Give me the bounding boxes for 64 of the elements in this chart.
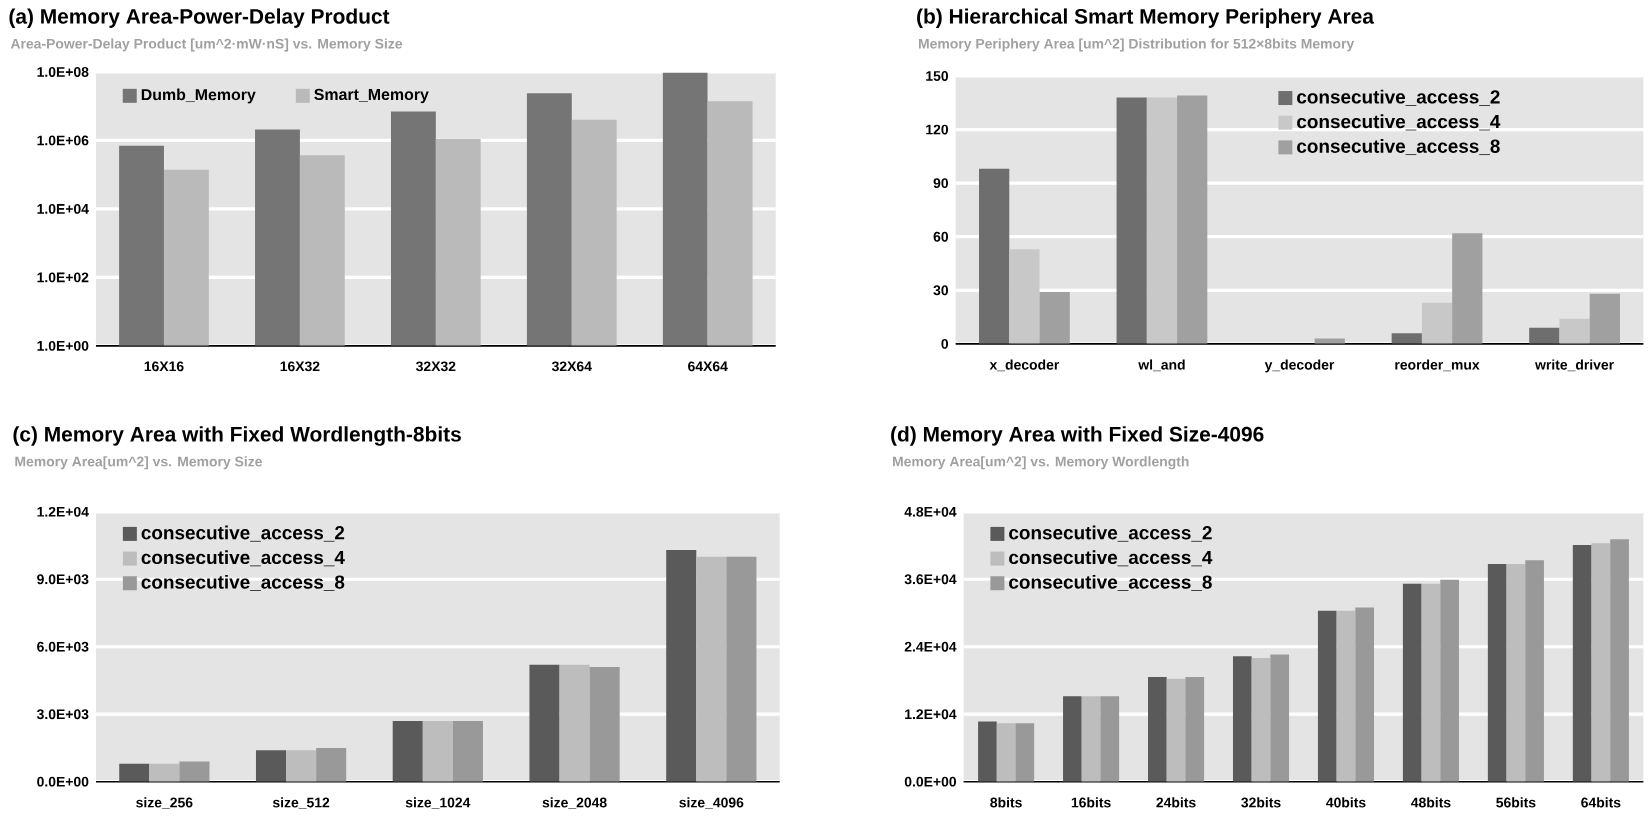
chart-title: (a) Memory Area-Power-Delay Product bbox=[9, 8, 390, 29]
bar bbox=[1185, 677, 1205, 782]
bar bbox=[1452, 233, 1483, 345]
bar bbox=[696, 556, 727, 782]
bar bbox=[1487, 564, 1507, 782]
bar bbox=[1177, 95, 1208, 345]
legend-label: consecutive_access_4 bbox=[1297, 114, 1501, 131]
bar bbox=[392, 721, 423, 782]
legend-label: consecutive_access_4 bbox=[141, 550, 345, 567]
bar bbox=[179, 761, 210, 782]
legend-label: consecutive_access_8 bbox=[141, 575, 345, 592]
bar bbox=[452, 721, 483, 782]
bar bbox=[1081, 696, 1101, 782]
bar bbox=[119, 763, 150, 782]
bar bbox=[996, 723, 1016, 782]
legend-label: consecutive_access_2 bbox=[1009, 525, 1212, 542]
bar bbox=[422, 721, 453, 782]
bar bbox=[149, 763, 180, 782]
bar bbox=[316, 748, 347, 782]
legend-label: consecutive_access_4 bbox=[1009, 550, 1213, 567]
bar bbox=[1421, 583, 1441, 782]
bar bbox=[1270, 654, 1290, 782]
bar bbox=[1529, 327, 1560, 345]
bar bbox=[1116, 97, 1147, 345]
bar bbox=[1009, 249, 1040, 345]
bar bbox=[1591, 543, 1611, 782]
bar bbox=[1148, 677, 1167, 782]
bar bbox=[1232, 656, 1252, 782]
bar bbox=[1421, 302, 1453, 345]
chart-title: (b) Hierarchical Smart Memory Periphery Area bbox=[917, 8, 1375, 29]
bar bbox=[1506, 564, 1526, 782]
bar bbox=[1039, 292, 1070, 345]
bar bbox=[1336, 610, 1356, 782]
bar bbox=[666, 550, 697, 782]
chart-title: (d) Memory Area with Fixed Size-4096 bbox=[891, 426, 1264, 446]
bar bbox=[1146, 97, 1178, 345]
bar bbox=[1015, 723, 1035, 782]
bar bbox=[726, 556, 757, 782]
legend-label: consecutive_access_2 bbox=[1297, 89, 1500, 106]
bar bbox=[1440, 579, 1459, 782]
bar bbox=[1525, 560, 1544, 782]
bar bbox=[1391, 333, 1422, 345]
bar bbox=[1559, 319, 1590, 345]
bar bbox=[978, 721, 997, 782]
bar bbox=[979, 168, 1010, 345]
bar bbox=[1355, 607, 1375, 782]
bar bbox=[589, 667, 620, 782]
bar bbox=[286, 750, 317, 782]
legend-label: consecutive_access_2 bbox=[141, 525, 345, 542]
bar bbox=[1063, 696, 1082, 782]
bar bbox=[1572, 545, 1592, 782]
bar bbox=[255, 750, 287, 782]
bar bbox=[1402, 583, 1422, 782]
bar bbox=[1251, 658, 1271, 782]
bar bbox=[1100, 696, 1120, 782]
bar bbox=[1317, 610, 1337, 782]
bar bbox=[1610, 539, 1629, 782]
bar bbox=[1166, 678, 1186, 782]
bar bbox=[1589, 294, 1620, 345]
chart-title: (c) Memory Area with Fixed Wordlength-8bits bbox=[13, 426, 461, 446]
bar bbox=[559, 664, 590, 782]
legend-label: consecutive_access_8 bbox=[1009, 575, 1212, 592]
legend-label: consecutive_access_8 bbox=[1297, 139, 1500, 156]
bar bbox=[529, 664, 560, 782]
